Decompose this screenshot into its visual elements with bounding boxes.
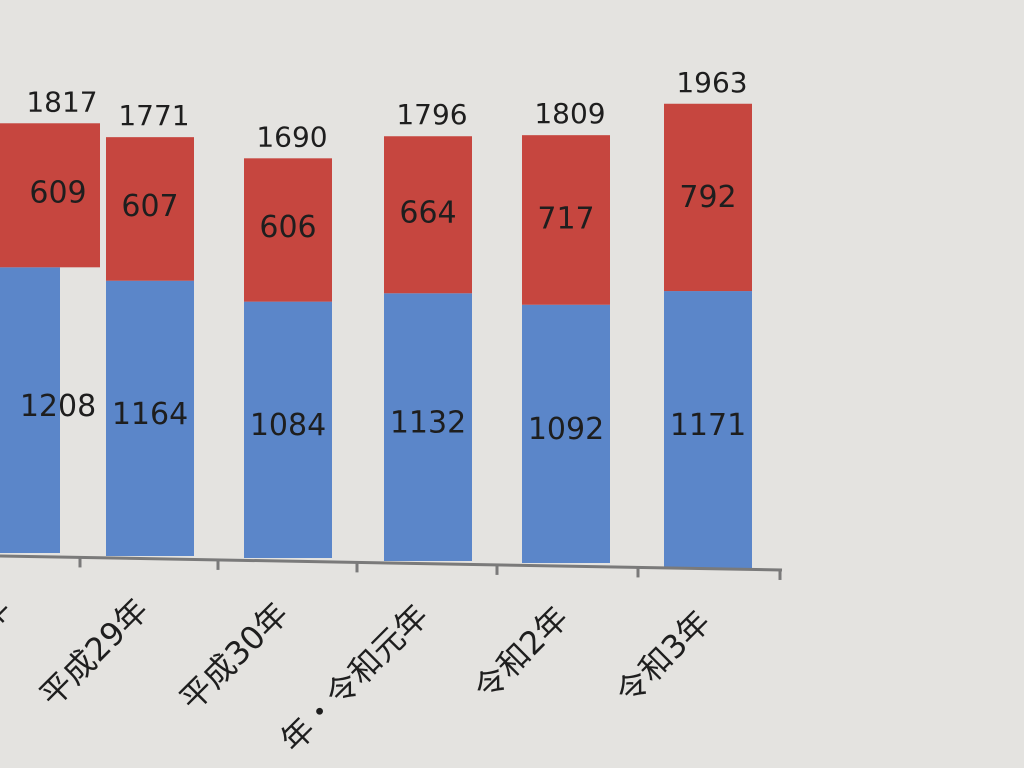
x-axis-line: [0, 554, 783, 572]
value-label-lower-2: 1084: [250, 408, 326, 443]
value-label-upper-4: 717: [537, 201, 594, 236]
total-label-1: 1771: [118, 99, 189, 132]
value-label-lower-4: 1092: [528, 412, 604, 447]
total-label-4: 1809: [534, 97, 605, 130]
bar-upper-0: [0, 123, 100, 268]
value-label-upper-2: 606: [259, 210, 316, 245]
total-label-5: 1963: [676, 66, 747, 99]
value-label-lower-0: 1208: [20, 389, 96, 424]
bar-lower-0: [0, 267, 60, 553]
bar-lower-3: [384, 293, 472, 561]
value-label-upper-3: 664: [399, 196, 456, 231]
value-label-lower-1: 1164: [112, 397, 188, 432]
bar-upper-4: [522, 135, 610, 305]
bar-lower-4: [522, 304, 610, 563]
total-label-0: 1817: [26, 85, 97, 118]
value-label-upper-1: 607: [121, 189, 178, 224]
bar-upper-3: [384, 136, 472, 294]
label-group: 1208 609 1817 1164 607 1771 1084 606 1690 1132 664…: [20, 66, 748, 447]
total-label-3: 1796: [396, 98, 467, 131]
bar-lower-5: [664, 291, 752, 568]
bar-upper-2: [244, 158, 332, 302]
total-label-2: 1690: [256, 120, 327, 153]
bar-lower-1: [106, 280, 194, 556]
bar-group: [0, 103, 752, 568]
bar-upper-5: [664, 103, 752, 292]
value-label-upper-0: 609: [29, 175, 86, 210]
bar-upper-1: [106, 137, 194, 281]
value-label-lower-5: 1171: [670, 408, 746, 443]
bar-lower-2: [244, 301, 332, 558]
value-label-upper-5: 792: [679, 180, 736, 215]
value-label-lower-3: 1132: [390, 405, 466, 440]
